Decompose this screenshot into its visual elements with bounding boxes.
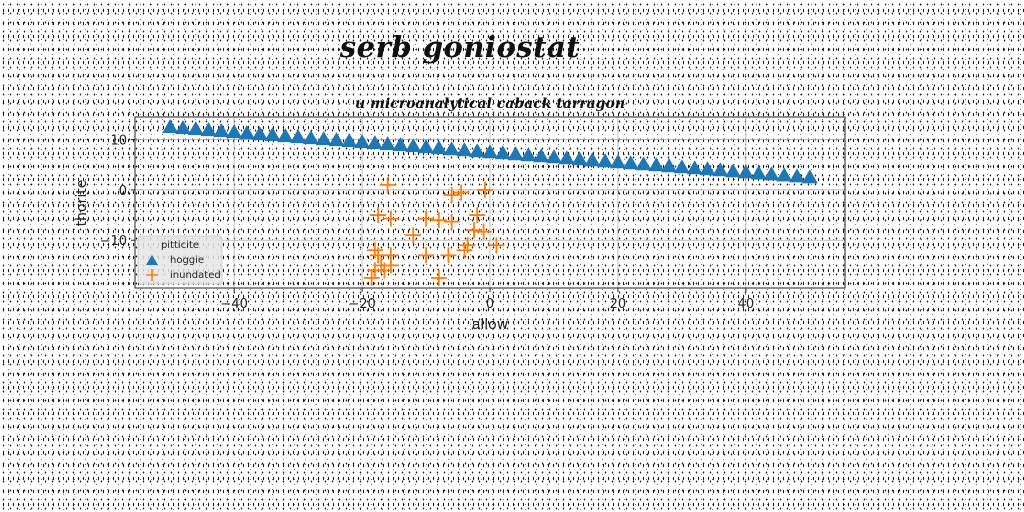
triangle-point-hoggie	[750, 165, 767, 180]
triangle-point-hoggie	[405, 138, 422, 153]
plus-point-inundated	[430, 269, 447, 286]
triangle-point-hoggie	[187, 121, 204, 136]
triangle-point-hoggie	[571, 151, 588, 166]
triangle-point-hoggie	[238, 125, 255, 140]
triangle-point-hoggie	[712, 162, 729, 177]
triangle-point-hoggie	[392, 137, 409, 152]
triangle-point-hoggie	[789, 168, 806, 183]
triangle-point-hoggie	[315, 131, 332, 146]
grid-lines	[135, 117, 845, 288]
x-tick-label: −20	[348, 297, 375, 312]
triangle-point-hoggie	[290, 129, 307, 144]
triangle-point-hoggie	[545, 149, 562, 164]
plus-point-inundated	[440, 247, 457, 264]
plus-point-inundated	[469, 207, 486, 224]
triangle-point-hoggie	[443, 141, 460, 156]
plus-point-inundated	[370, 207, 387, 224]
triangle-point-hoggie	[661, 158, 678, 173]
legend: pitticite hoggie inundated	[137, 235, 223, 285]
triangle-point-hoggie	[430, 140, 447, 155]
triangle-point-hoggie	[520, 147, 537, 162]
plus-point-inundated	[475, 223, 492, 240]
triangle-point-hoggie	[302, 130, 319, 145]
x-tick-label: 0	[486, 297, 494, 312]
legend-label-hoggie: hoggie	[170, 255, 204, 266]
x-tick-label: −40	[220, 297, 247, 312]
legend-plus-icon	[146, 269, 158, 281]
triangle-point-hoggie	[673, 159, 690, 174]
plus-point-inundated	[430, 212, 447, 229]
triangle-point-hoggie	[801, 169, 818, 184]
triangle-point-hoggie	[469, 143, 486, 158]
plus-point-inundated	[466, 222, 483, 239]
triangle-point-hoggie	[635, 156, 652, 171]
plus-point-inundated	[405, 227, 422, 244]
x-axis-label: allow	[472, 317, 508, 333]
plus-point-inundated	[453, 184, 470, 201]
plus-point-inundated	[363, 269, 380, 286]
plus-point-inundated	[488, 237, 505, 254]
triangle-point-hoggie	[418, 139, 435, 154]
triangle-point-hoggie	[609, 154, 626, 169]
triangle-point-hoggie	[162, 119, 179, 134]
y-tick-label: 0	[119, 184, 127, 199]
triangle-point-hoggie	[456, 142, 473, 157]
y-axis-label: thorite	[74, 180, 90, 227]
triangle-point-hoggie	[533, 148, 550, 163]
x-tick-label: 40	[738, 297, 755, 312]
data-marks	[162, 119, 818, 286]
triangle-point-hoggie	[584, 152, 601, 167]
triangle-point-hoggie	[776, 167, 793, 182]
triangle-point-hoggie	[699, 161, 716, 176]
triangle-point-hoggie	[277, 128, 294, 143]
triangle-point-hoggie	[763, 166, 780, 181]
triangle-point-hoggie	[648, 157, 665, 172]
plus-point-inundated	[379, 176, 396, 193]
legend-box	[137, 235, 223, 285]
triangle-point-hoggie	[686, 160, 703, 175]
plus-point-inundated	[418, 210, 435, 227]
plus-point-inundated	[443, 213, 460, 230]
triangle-point-hoggie	[354, 134, 371, 149]
triangle-point-hoggie	[213, 123, 230, 138]
triangle-point-hoggie	[597, 153, 614, 168]
plus-point-inundated	[418, 247, 435, 264]
plus-point-inundated	[443, 186, 460, 203]
triangle-point-hoggie	[737, 164, 754, 179]
triangle-point-hoggie	[200, 122, 217, 137]
triangle-point-hoggie	[226, 124, 243, 139]
triangle-point-hoggie	[482, 144, 498, 159]
plus-point-inundated	[382, 210, 399, 227]
triangle-point-hoggie	[174, 120, 191, 135]
axis-ticks: −40 −20 0 20 40 10 0 −10	[100, 134, 755, 312]
triangle-point-hoggie	[379, 136, 396, 151]
triangle-point-hoggie	[622, 155, 639, 170]
triangle-point-hoggie	[725, 163, 742, 178]
legend-triangle-icon	[146, 255, 158, 265]
figure-title: serb goniostat	[339, 30, 581, 64]
triangle-point-hoggie	[507, 146, 524, 161]
triangle-point-hoggie	[264, 127, 281, 142]
chart-subtitle: u microanalytical caback tarragon	[355, 96, 625, 112]
triangle-point-hoggie	[366, 135, 383, 150]
plus-point-inundated	[459, 237, 476, 254]
triangle-point-hoggie	[494, 145, 511, 160]
x-tick-label: 20	[610, 297, 627, 312]
legend-label-inundated: inundated	[170, 270, 221, 281]
y-tick-label: 10	[110, 134, 127, 149]
plus-point-inundated	[382, 257, 399, 274]
legend-title: pitticite	[161, 240, 199, 251]
y-tick-label: −10	[100, 234, 127, 249]
triangle-point-hoggie	[328, 132, 345, 147]
triangle-point-hoggie	[558, 150, 575, 165]
plus-point-inundated	[476, 181, 493, 198]
triangle-point-hoggie	[341, 133, 358, 148]
triangle-point-hoggie	[251, 126, 268, 141]
